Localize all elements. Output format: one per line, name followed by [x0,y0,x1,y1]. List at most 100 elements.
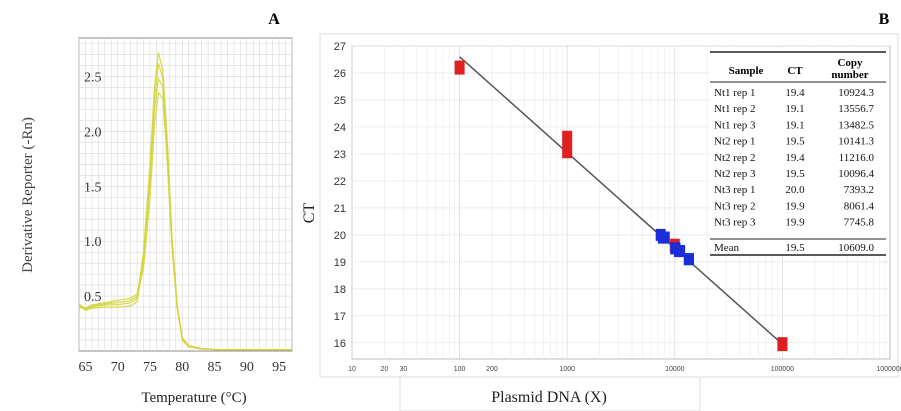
table-cell-ct: 19.4 [785,87,805,99]
panel-a-curves [78,52,292,351]
panel-b-xlabel-frame [399,376,701,411]
table-row: Nt3 rep 2 19.9 8061.4 [714,200,875,212]
table-cell-copy-number: 13556.7 [838,103,874,115]
panel-b-x-tick-label: 200 [486,366,498,373]
table-cell-copy-number: 10096.4 [838,168,874,180]
panel-a-ticks: 65 70 75 80 85 90 95 0.5 1.0 1.5 2.0 2.5 [78,70,286,375]
table-cell-sample: Nt1 rep 2 [714,103,756,115]
panel-b-y-axis-label: CT [301,203,318,224]
panel-a-x-tick-label: 70 [111,360,125,375]
table-mean-row: Mean 19.5 10609.0 [714,242,875,254]
panel-b-y-tick-label: 27 [334,41,346,53]
panel-a-y-tick-label: 0.5 [84,290,102,305]
sample-point [683,253,694,266]
panel-a-y-tick-label: 1.5 [84,180,102,195]
table-cell-sample: Nt3 rep 1 [714,184,756,196]
table-row: Nt3 rep 3 19.9 7745.8 [714,217,875,229]
sample-point [670,242,681,255]
table-cell-ct: 19.9 [785,217,805,229]
table-header-sample: Sample [729,65,764,77]
table-cell-sample: Nt2 rep 3 [714,168,756,180]
table-cell-ct: 20.0 [785,184,805,196]
table-cell-sample: Nt3 rep 2 [714,200,756,212]
panel-a-y-tick-label: 2.0 [84,125,102,140]
copy-number-header-line: number [831,69,868,81]
table-row: Nt2 rep 3 19.5 10096.4 [714,168,875,180]
results-table: Sample CT Copy number Nt1 rep 1 19.4 10924.… [710,48,888,256]
table-mean-label: Mean [714,242,740,254]
melt-curve-4 [78,52,292,351]
panel-b-label: B [879,11,890,28]
table-row: Nt1 rep 2 19.1 13556.7 [714,103,875,115]
copy-number-header-line: Copy [837,57,863,69]
panel-b-y-tick-label: 16 [334,338,346,350]
panel-b-y-tick-label: 18 [334,284,346,296]
panel-a-label: A [268,11,280,28]
panel-a-y-axis-label: Derivative Reporter (-Rn) [20,117,36,273]
results-table-background [710,48,888,256]
panel-b: B 16 17 18 19 20 21 22 23 24 25 26 27 10 20 30 100 200 10… [301,11,901,411]
table-cell-ct: 19.5 [785,136,805,148]
panel-b-y-tick-label: 19 [334,257,346,269]
table-mean-copy-number: 10609.0 [838,242,874,254]
panel-b-ticks: 16 17 18 19 20 21 22 23 24 25 26 27 10 20 30 100 200 1000… [334,41,901,373]
table-rows: Nt1 rep 1 19.4 10924.3 Nt1 rep 2 19.1 13556.7… [714,87,875,229]
table-cell-sample: Nt1 rep 1 [714,87,756,99]
panel-a-x-tick-label: 85 [208,360,222,375]
panel-b-x-tick-label: 10000 [665,366,685,373]
panel-a-y-tick-label: 2.5 [84,70,102,85]
standard-point [454,60,465,75]
panel-b-y-tick-label: 22 [334,176,346,188]
standard-point [562,144,573,159]
table-cell-copy-number: 7745.8 [844,217,875,229]
table-cell-copy-number: 8061.4 [844,200,875,212]
panel-b-y-tick-label: 21 [334,203,346,215]
panel-b-x-tick-label: 1000 [559,366,575,373]
table-header-ct: CT [787,65,803,77]
panel-b-x-tick-label: 10 [348,366,356,373]
sample-point [657,231,668,244]
table-cell-copy-number: 11216.0 [839,152,875,164]
table-cell-sample: Nt2 rep 2 [714,152,756,164]
table-cell-copy-number: 10141.3 [838,136,874,148]
panel-b-y-tick-label: 25 [334,95,346,107]
panel-a: A 65 70 75 80 85 90 95 0.5 1.0 1.5 2.0 2.5 Derivati… [20,11,293,406]
table-cell-copy-number: 7393.2 [844,184,874,196]
panel-b-points [454,60,788,352]
standard-point [562,130,573,145]
table-mean-ct: 19.5 [785,242,805,254]
panel-b-y-tick-label: 23 [334,149,346,161]
table-cell-ct: 19.4 [785,152,805,164]
panel-b-x-tick-label: 100 [454,366,466,373]
panel-a-x-tick-label: 95 [272,360,286,375]
table-row: Nt2 rep 1 19.5 10141.3 [714,136,875,148]
table-row: Nt2 rep 2 19.4 11216.0 [714,152,874,164]
table-cell-ct: 19.1 [785,103,804,115]
panel-b-x-tick-label: 20 [380,366,388,373]
panel-b-x-tick-label: 100000 [771,366,794,373]
panel-b-y-tick-label: 20 [334,230,346,242]
panel-a-x-tick-label: 90 [240,360,254,375]
panel-b-y-tick-label: 17 [334,311,346,323]
table-cell-sample: Nt3 rep 3 [714,217,756,229]
panel-b-y-tick-label: 26 [334,68,346,80]
panel-b-y-tick-label: 24 [334,122,346,134]
panel-a-x-axis-label: Temperature (°C) [141,390,246,406]
panel-b-x-axis-label: Plasmid DNA (X) [491,389,607,406]
panel-b-x-tick-label: 1000000 [876,366,901,373]
table-cell-ct: 19.5 [785,168,805,180]
table-row: Nt3 rep 1 20.0 7393.2 [714,184,874,196]
panel-a-x-tick-label: 65 [78,360,92,375]
panel-a-x-tick-label: 80 [175,360,189,375]
table-cell-sample: Nt2 rep 1 [714,136,756,148]
panel-a-x-tick-label: 75 [143,360,157,375]
table-cell-copy-number: 13482.5 [838,119,874,131]
table-header-copy-number: Copy number [831,57,868,81]
panel-a-grid [78,38,293,351]
panel-a-y-tick-label: 1.0 [84,235,102,250]
standard-curve-fit-line [459,56,783,345]
table-row: Nt1 rep 3 19.1 13482.5 [714,119,875,131]
panel-a-plot-area [78,37,293,352]
table-cell-sample: Nt1 rep 3 [714,119,756,131]
